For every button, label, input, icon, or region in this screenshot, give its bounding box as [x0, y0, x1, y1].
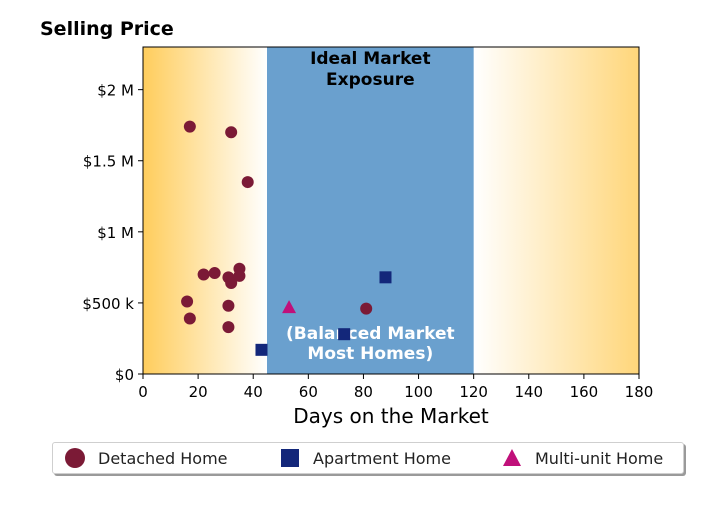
ideal-market-region	[267, 47, 474, 374]
data-point-square	[255, 343, 268, 356]
y-tick-label: $1.5 M	[83, 153, 134, 171]
x-tick-label: 140	[514, 383, 543, 401]
data-point-square	[338, 328, 351, 341]
x-tick-label: 40	[244, 383, 263, 401]
data-point-triangle	[282, 300, 297, 314]
x-tick-label: 80	[354, 383, 373, 401]
data-point-circle	[222, 321, 235, 334]
x-tick-label: 20	[189, 383, 208, 401]
background-left-gradient	[143, 47, 267, 374]
axes: 0 20 40 60 80 100 120 140 160 180 $0 $500 k $1 M $1.5…	[82, 46, 654, 401]
x-tick-label: 100	[404, 383, 433, 401]
legend-square-marker	[281, 449, 299, 467]
plot-frame	[142, 46, 640, 375]
y-tick-label: $500 k	[82, 295, 134, 313]
data-point-circle	[233, 269, 246, 282]
region-label-line1: Ideal Market	[310, 49, 431, 69]
x-tick-label: 180	[625, 383, 654, 401]
x-axis-label: Days on the Market	[293, 404, 489, 428]
data-point-circle	[222, 299, 235, 312]
legend-circle-marker	[65, 448, 85, 468]
legend-item-multiunit: Multi-unit Home	[501, 443, 663, 473]
data-point-circle	[225, 126, 238, 139]
legend: Detached Home Apartment Home Multi-unit …	[52, 442, 684, 474]
data-point-square	[379, 271, 392, 284]
region-label-line2: Exposure	[326, 70, 415, 90]
x-tick-label: 60	[299, 383, 318, 401]
legend-item-apartment: Apartment Home	[279, 443, 451, 473]
data-point-circle	[208, 267, 221, 280]
legend-label-apartment: Apartment Home	[313, 448, 451, 468]
y-tick-label: $0	[115, 366, 134, 384]
data-point-circle	[197, 268, 210, 281]
x-tick-label: 0	[138, 383, 148, 401]
x-tick-label: 160	[570, 383, 599, 401]
legend-item-detached: Detached Home	[64, 443, 228, 473]
data-point-circle	[241, 176, 254, 189]
x-tick-label: 120	[459, 383, 488, 401]
background-right-gradient	[473, 47, 639, 374]
data-point-circle	[181, 295, 194, 308]
region-label-line4: Most Homes)	[307, 344, 433, 364]
data-point-circle	[183, 312, 196, 325]
data-point-circle	[183, 120, 196, 133]
data-point-circle	[225, 277, 238, 290]
chart: Selling Price Ideal Market Exposure (Bal…	[40, 18, 654, 428]
data-marks	[181, 120, 392, 356]
legend-label-multiunit: Multi-unit Home	[535, 448, 664, 468]
region-label-line3: (Balanced Market	[286, 324, 455, 344]
chart-title: Selling Price	[40, 18, 174, 40]
legend-label-detached: Detached Home	[98, 448, 228, 468]
y-tick-label: $1 M	[97, 224, 134, 242]
y-tick-label: $2 M	[97, 82, 134, 100]
data-point-circle	[360, 302, 373, 315]
legend-triangle-marker	[503, 449, 521, 466]
